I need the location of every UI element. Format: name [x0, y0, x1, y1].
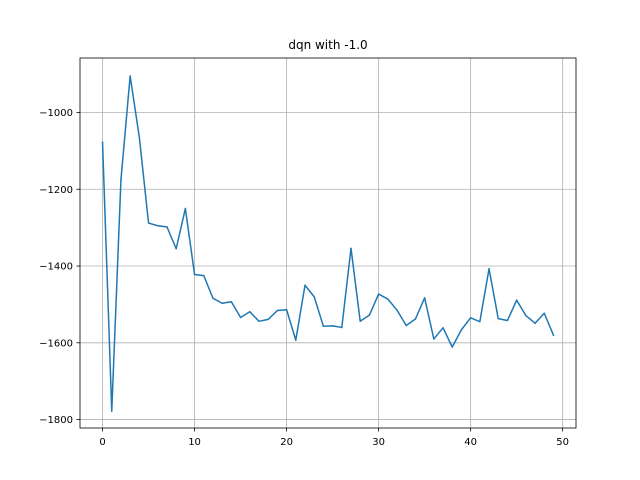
- plot-frame: [79, 57, 577, 429]
- data-point: [460, 328, 463, 331]
- data-point: [405, 324, 407, 327]
- grid-lines: [80, 58, 576, 428]
- data-point: [506, 319, 509, 322]
- tick-labels: 0 10 20 30 40 50 −1800 −1600 −1400 −1200 −1000: [39, 108, 569, 448]
- data-point: [175, 248, 177, 250]
- data-point: [120, 178, 122, 181]
- y-tick-label: −1200: [39, 185, 73, 196]
- data-point: [147, 222, 150, 224]
- data-point: [138, 136, 141, 139]
- data-point: [331, 325, 334, 327]
- data-point: [212, 297, 214, 300]
- data-point: [276, 309, 279, 312]
- data-point: [479, 320, 481, 323]
- data-point: [552, 334, 555, 336]
- data-point: [239, 316, 242, 319]
- data-point: [304, 284, 306, 286]
- data-point: [267, 318, 269, 321]
- data-point: [295, 339, 297, 341]
- data-point: [414, 318, 417, 320]
- x-tick-label: 50: [556, 437, 569, 448]
- data-point: [184, 207, 187, 210]
- data-point: [129, 75, 131, 77]
- data-point: [451, 346, 453, 348]
- data-point: [534, 322, 536, 324]
- x-tick-label: 30: [372, 437, 385, 448]
- data-point: [285, 309, 288, 311]
- data-point: [101, 141, 104, 144]
- x-tick-label: 20: [280, 437, 293, 448]
- data-point: [322, 325, 325, 328]
- tick-marks: [76, 112, 564, 432]
- data-point: [488, 267, 490, 270]
- data-point: [515, 299, 518, 301]
- series-layer: [101, 75, 555, 412]
- data-point: [230, 300, 233, 303]
- data-point: [221, 302, 223, 305]
- y-tick-label: −1800: [39, 415, 73, 426]
- data-point: [193, 273, 196, 276]
- x-tick-label: 40: [464, 437, 477, 448]
- data-point: [350, 247, 352, 250]
- plot-area: [80, 58, 576, 428]
- y-tick-label: −1400: [39, 262, 73, 273]
- data-point: [368, 314, 371, 316]
- series-line: [101, 75, 555, 412]
- y-tick-label: −1600: [39, 338, 73, 349]
- chart-title: dqn with -1.0: [288, 38, 367, 52]
- data-point: [497, 317, 499, 320]
- data-point: [377, 293, 380, 295]
- data-point: [469, 317, 472, 319]
- data-point: [166, 226, 168, 228]
- data-point: [442, 327, 444, 329]
- data-point: [258, 320, 260, 323]
- y-tick-label: −1000: [39, 108, 73, 119]
- data-point: [341, 326, 343, 329]
- data-point: [110, 410, 113, 412]
- x-tick-label: 10: [188, 437, 201, 448]
- x-tick-label: 0: [99, 437, 105, 448]
- data-point: [423, 297, 426, 299]
- data-point: [387, 298, 389, 300]
- data-point: [433, 338, 435, 340]
- data-point: [359, 320, 361, 323]
- data-point: [203, 274, 205, 277]
- data-point: [525, 314, 527, 317]
- data-point: [313, 295, 315, 298]
- data-point: [249, 310, 251, 313]
- data-point: [157, 224, 159, 227]
- data-point: [543, 312, 546, 314]
- data-point: [396, 309, 398, 311]
